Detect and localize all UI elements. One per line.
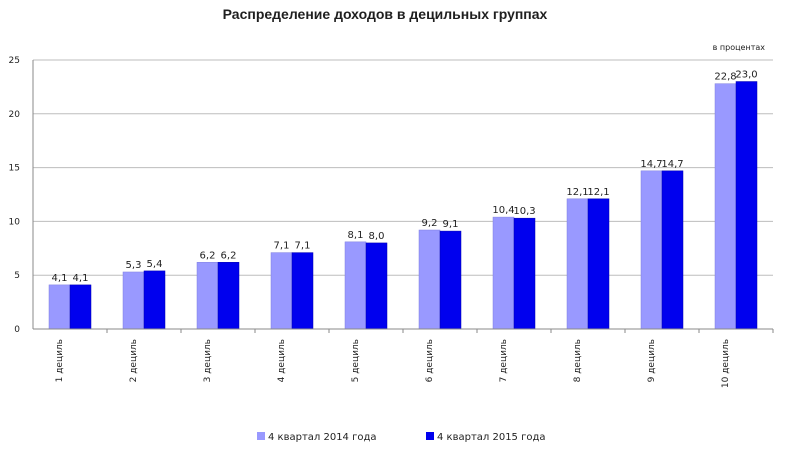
x-category-label: 3 дециль (203, 339, 213, 382)
bar-2014-5 (344, 241, 367, 330)
bar-2014-10 (714, 83, 737, 330)
bar-2015-6 (439, 230, 462, 330)
y-tick-label: 25 (9, 56, 20, 66)
data-label: 10,4 (492, 205, 514, 216)
legend-label-2014: 4 квартал 2014 года (268, 432, 377, 443)
data-label: 5,4 (147, 259, 163, 270)
bar-2014-2 (122, 271, 145, 330)
x-category-label: 4 дециль (277, 339, 287, 382)
y-tick-label: 5 (14, 271, 20, 281)
data-label: 6,2 (221, 250, 237, 261)
data-label: 5,3 (126, 260, 142, 271)
data-label: 4,1 (73, 273, 89, 284)
bar-2015-10 (735, 81, 758, 330)
legend-swatch-2015 (426, 432, 434, 440)
legend: 4 квартал 2014 года 4 квартал 2015 года (257, 432, 546, 443)
x-category-label: 8 дециль (573, 339, 583, 382)
data-label: 23,0 (735, 70, 757, 81)
legend-label-2015: 4 квартал 2015 года (437, 432, 546, 443)
bar-2014-9 (640, 170, 663, 330)
bar-2015-2 (143, 270, 166, 330)
bar-2015-9 (661, 170, 684, 330)
bar-2014-6 (418, 229, 441, 330)
data-label: 10,3 (513, 206, 535, 217)
y-tick-label: 0 (14, 325, 20, 335)
x-category-label: 9 дециль (647, 339, 657, 382)
chart-title: Распределение доходов в децильных группа… (223, 6, 548, 22)
units-note: в процентах (713, 43, 766, 52)
axes: 0 5 10 15 20 25 1 дециль 2 дециль 3 дециль 4 деци… (9, 56, 774, 388)
bar-2015-5 (365, 242, 388, 330)
data-label: 12,1 (587, 187, 609, 198)
data-label: 9,2 (422, 218, 438, 229)
bar-2015-7 (513, 217, 536, 330)
y-tick-label: 15 (9, 164, 20, 174)
bar-2015-8 (587, 198, 610, 330)
data-label: 6,2 (200, 250, 216, 261)
x-category-label: 2 дециль (129, 339, 139, 382)
bar-2014-8 (566, 198, 589, 330)
legend-swatch-2014 (257, 432, 265, 440)
x-category-label: 5 дециль (351, 339, 361, 382)
data-label: 22,8 (714, 72, 736, 83)
data-label: 7,1 (274, 241, 290, 252)
data-label: 12,1 (566, 187, 588, 198)
bar-2015-3 (217, 262, 240, 330)
y-tick-label: 10 (9, 217, 21, 227)
data-labels: 4,1 4,1 5,3 5,4 6,2 6,2 7,1 7,1 8,1 8,0 9,2 9,1 10,4… (52, 70, 758, 284)
data-label: 9,1 (443, 219, 459, 230)
bar-2014-7 (492, 216, 515, 330)
data-label: 8,0 (369, 231, 385, 242)
x-category-label: 10 дециль (721, 339, 731, 388)
bar-2014-1 (48, 284, 71, 330)
bar-2015-1 (69, 284, 92, 330)
bar-2014-3 (196, 262, 219, 330)
bar-2014-4 (270, 252, 293, 330)
y-tick-label: 20 (9, 110, 21, 120)
x-category-label: 7 дециль (499, 339, 509, 382)
data-label: 7,1 (295, 241, 311, 252)
data-label: 4,1 (52, 273, 68, 284)
data-label: 8,1 (348, 230, 364, 241)
x-category-label: 1 дециль (55, 339, 65, 382)
bars (48, 81, 758, 330)
bar-2015-4 (291, 252, 314, 330)
x-category-label: 6 дециль (425, 339, 435, 382)
data-label: 14,7 (640, 159, 662, 170)
data-label: 14,7 (661, 159, 683, 170)
